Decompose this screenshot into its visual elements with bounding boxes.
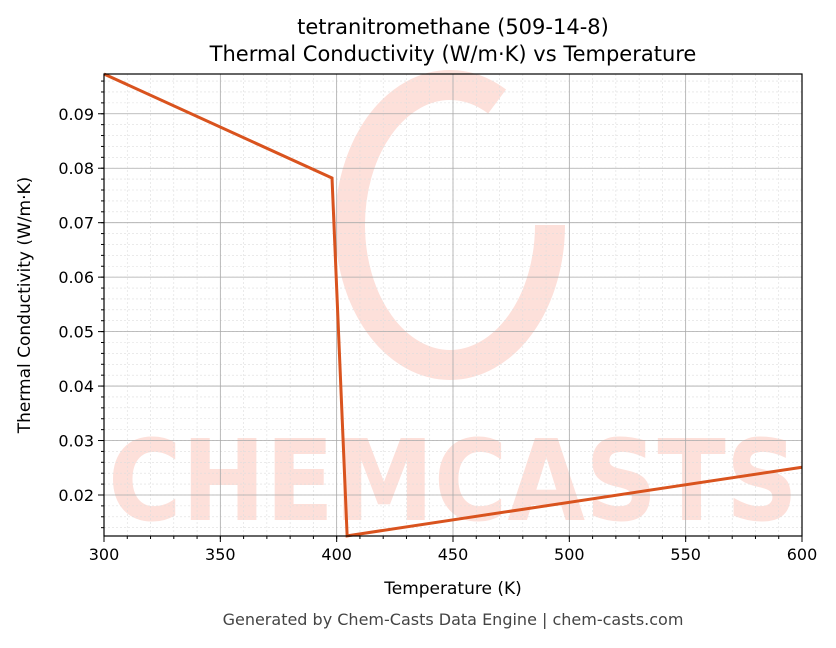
y-tick-label: 0.08 bbox=[58, 159, 94, 178]
x-tick-label: 300 bbox=[89, 545, 120, 564]
x-axis-label: Temperature (K) bbox=[383, 579, 522, 599]
y-tick-label: 0.06 bbox=[58, 268, 94, 287]
x-tick-label: 400 bbox=[321, 545, 352, 564]
y-tick-label: 0.02 bbox=[58, 486, 94, 505]
footer: Generated by Chem-Casts Data Engine | ch… bbox=[223, 610, 684, 629]
y-tick-label: 0.05 bbox=[58, 323, 94, 342]
y-tick-label: 0.09 bbox=[58, 105, 94, 124]
x-tick-label: 550 bbox=[670, 545, 701, 564]
chart-subtitle: Thermal Conductivity (W/m·K) vs Temperat… bbox=[209, 42, 697, 66]
x-tick-label: 350 bbox=[205, 545, 236, 564]
x-tick-label: 500 bbox=[554, 545, 585, 564]
x-tick-label: 600 bbox=[787, 545, 818, 564]
y-tick-label: 0.07 bbox=[58, 214, 94, 233]
y-axis-label: Thermal Conductivity (W/m·K) bbox=[15, 177, 35, 435]
y-tick-label: 0.03 bbox=[58, 432, 94, 451]
y-tick-label: 0.04 bbox=[58, 377, 94, 396]
series-line bbox=[103, 72, 803, 538]
watermark-ring bbox=[335, 70, 565, 380]
chart-title: tetranitromethane (509-14-8) bbox=[297, 15, 609, 39]
x-tick-label: 450 bbox=[438, 545, 469, 564]
